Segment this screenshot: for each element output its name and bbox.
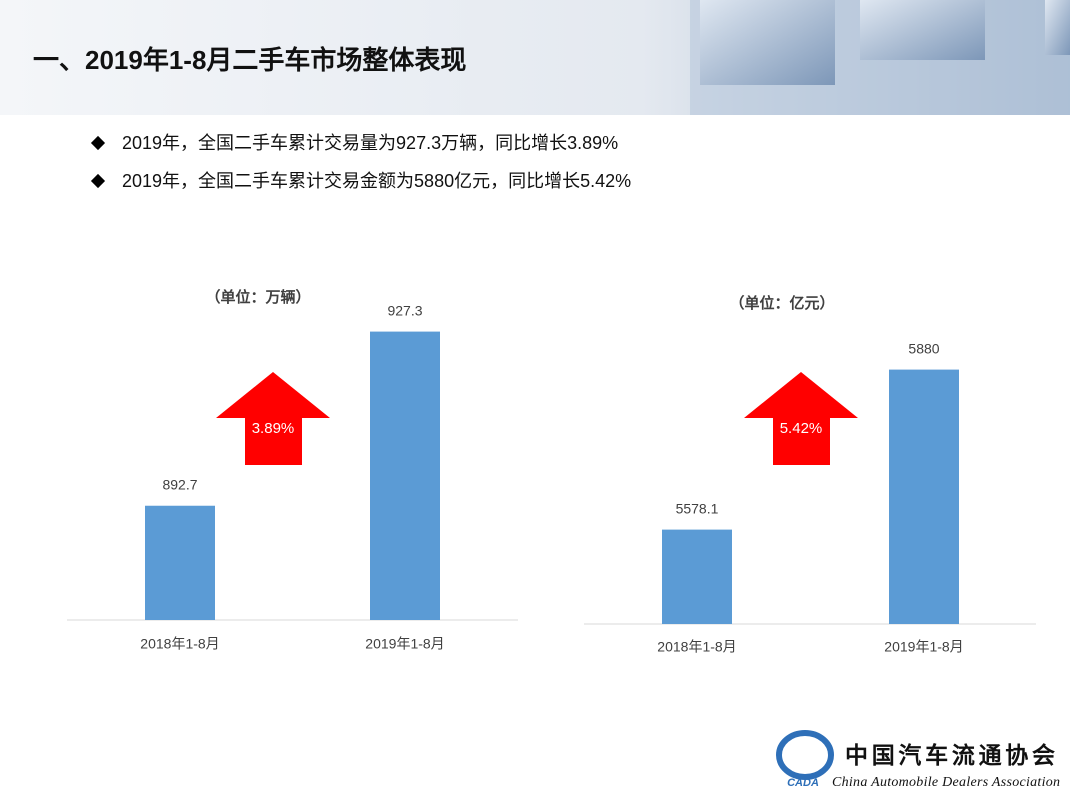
growth-arrow <box>744 372 858 465</box>
chart-subtitle: （单位：万辆） <box>205 288 310 306</box>
bullet-text: 2019年，全国二手车累计交易金额为5880亿元，同比增长5.42% <box>122 171 631 191</box>
growth-arrow <box>216 372 330 465</box>
x-tick-label: 2019年1-8月 <box>365 636 444 652</box>
chart-subtitle: （单位：亿元） <box>729 294 834 312</box>
x-tick-label: 2019年1-8月 <box>884 639 963 655</box>
logo-emblem <box>776 730 834 780</box>
header-cube <box>1045 0 1070 55</box>
bar <box>145 505 215 620</box>
logo-name: 中国汽车流通协会 <box>845 742 1055 768</box>
logo-mark: CADA <box>787 777 819 789</box>
x-tick-label: 2018年1-8月 <box>140 636 219 652</box>
bullet-marker <box>90 173 106 189</box>
bar <box>889 369 959 624</box>
header-cube <box>860 0 985 60</box>
x-tick-label: 2018年1-8月 <box>657 639 736 655</box>
value-label: 5578.1 <box>676 500 719 516</box>
logo-name-en: China Automobile Dealers Association <box>832 775 1060 790</box>
bullet-marker <box>90 135 106 151</box>
value-label: 5880 <box>908 340 939 356</box>
growth-label: 3.89% <box>252 420 295 437</box>
slide-title: 一、2019年1-8月二手车市场整体表现 <box>33 45 466 75</box>
bullet-text: 2019年，全国二手车累计交易量为927.3万辆，同比增长3.89% <box>122 133 618 153</box>
value-label: 927.3 <box>387 302 422 318</box>
value-label: 892.7 <box>162 476 197 492</box>
header-cube <box>700 0 835 85</box>
growth-label: 5.42% <box>780 420 823 437</box>
logo: CADA 中国汽车流通协会 China Automobile Dealers A… <box>776 730 1060 790</box>
bar <box>662 529 732 624</box>
bar <box>370 331 440 620</box>
